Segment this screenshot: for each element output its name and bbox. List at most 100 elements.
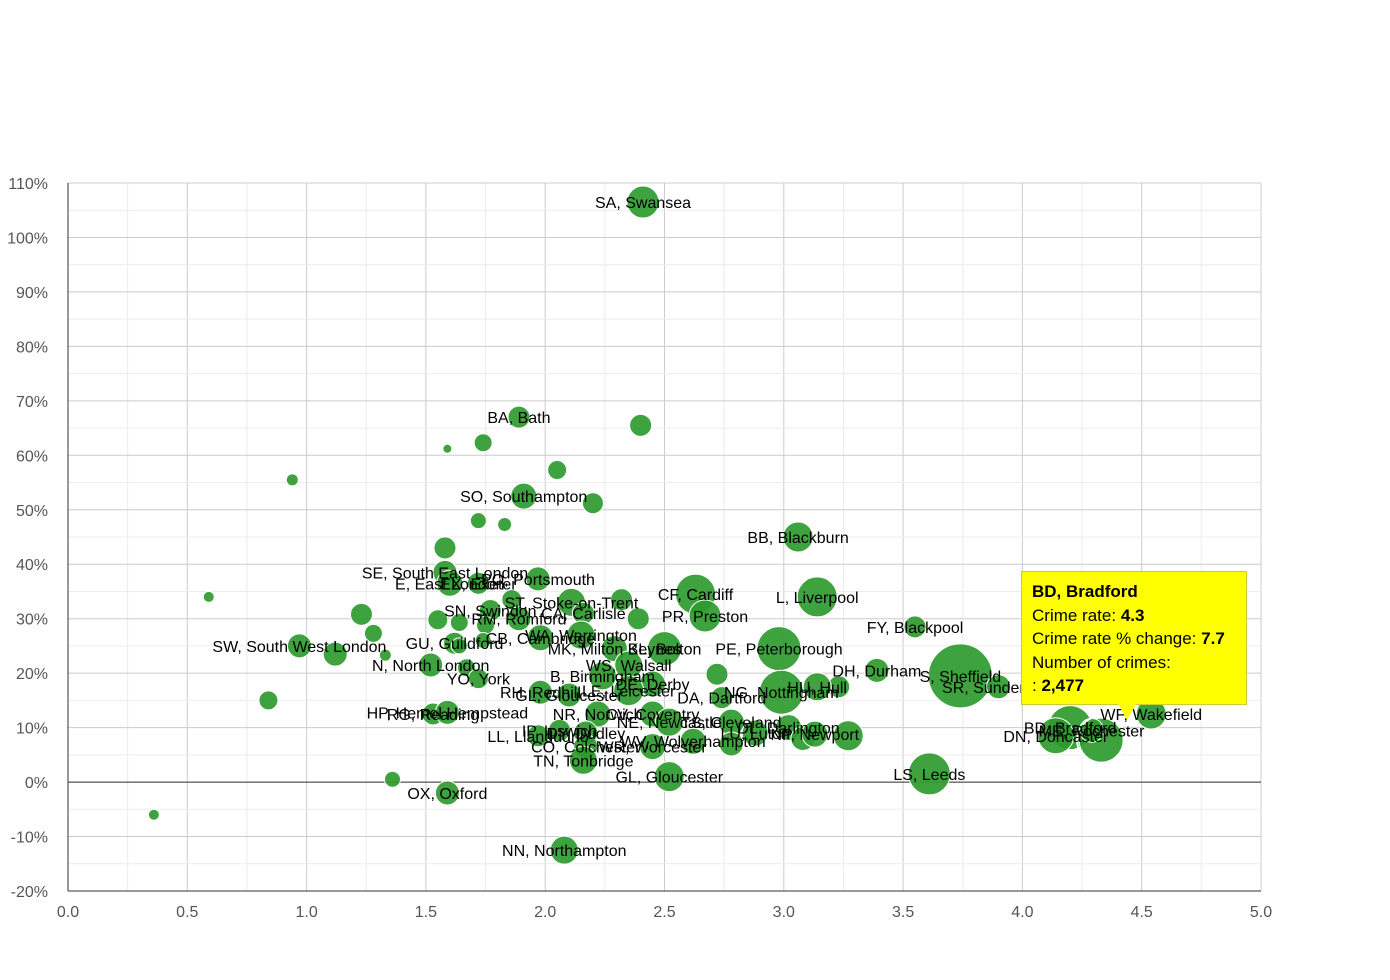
x-tick-label: 2.5 (653, 904, 675, 921)
y-tick-label: 20% (16, 666, 48, 683)
bubble (705, 662, 729, 686)
x-tick-label: 3.5 (892, 904, 914, 921)
bubble-label: L, Liverpool (776, 590, 859, 607)
bubble (474, 631, 492, 649)
bubble (466, 571, 490, 595)
x-tick-label: 1.5 (415, 904, 437, 921)
bubble (450, 637, 468, 655)
bubble-label: HU, Hull (787, 680, 847, 697)
bubble (202, 590, 215, 603)
bubble (647, 631, 682, 667)
bubble (286, 633, 312, 659)
tooltip-crime-rate-label: Crime rate: (1032, 605, 1117, 625)
y-tick-label: -20% (11, 884, 48, 901)
bubble-label: NR, Norwich (553, 707, 643, 724)
bubble-highlight-ring (1076, 715, 1127, 766)
bubble (349, 602, 373, 626)
bubble (527, 679, 553, 705)
bubble (449, 613, 469, 633)
bubble-label: OX, Oxford (407, 786, 487, 803)
x-tick-label: 2.0 (534, 904, 556, 921)
bubble (258, 690, 279, 711)
bubble-label: FY, Blackpool (867, 620, 964, 637)
bubble-label: TS, Cleveland (681, 715, 782, 732)
bubble (907, 752, 951, 796)
bubble-label: BB, Blackburn (747, 530, 848, 547)
bubble (549, 835, 579, 865)
bubble-label: NN, Northampton (502, 843, 627, 860)
bubble (639, 733, 667, 761)
x-tick-label: 3.0 (773, 904, 795, 921)
bubble (679, 727, 707, 755)
bubble-label: N, North London (372, 658, 489, 675)
bubble-label: SE, South East London (362, 565, 528, 582)
bubble (796, 576, 838, 618)
tooltip-change-value: 7.7 (1201, 629, 1225, 648)
bubble-label: BD, Bradford (1024, 721, 1116, 738)
bubble-label: PR, Preston (662, 609, 748, 626)
bubble (610, 588, 634, 612)
bubble (510, 482, 538, 510)
bubble-label: PE, Peterborough (715, 642, 842, 659)
bubble-label: LE, Leicester (582, 684, 676, 701)
bubble (378, 648, 392, 662)
y-tick-label: 60% (16, 448, 48, 465)
bubble-label: WA, Warrington (525, 628, 637, 645)
bubble (653, 761, 685, 793)
bubble (654, 707, 684, 737)
bubble (469, 512, 487, 530)
bubble (581, 492, 604, 515)
bubble (547, 460, 568, 481)
bubble-label: YO, York (447, 672, 511, 689)
bubble (741, 719, 769, 747)
bubble (467, 668, 489, 690)
label-layer: SA, Swansea BA, Bath SO, Southampton BB, Bl… (212, 195, 1202, 860)
bubble (566, 620, 596, 650)
axis-layer: 0.0 0.5 1.0 1.5 2.0 2.5 3.0 3.5 4.0 4.5 5.0 110% 100… (7, 176, 1272, 921)
y-tick-label: 40% (16, 557, 48, 574)
tooltip-count-prefix: : (1032, 676, 1037, 695)
bubble-label: GL, Gloucester (615, 770, 723, 787)
y-tick-label: 80% (16, 339, 48, 356)
y-tick-label: 0% (25, 775, 48, 792)
bubble (782, 521, 814, 553)
bubble (322, 641, 348, 667)
bubble-label: CV, Coventry (606, 707, 700, 724)
bubble-label: MK, Milton Keynes (548, 642, 681, 659)
bubble-label: B, Birmingham (550, 669, 655, 686)
bubble (285, 473, 299, 487)
bubble-label: SW, South West London (212, 639, 386, 656)
bubble-label: LU, Luton (720, 726, 789, 743)
bubble-label: ME, Rochester (1039, 723, 1145, 740)
bubble-label: WR, Worcester (598, 740, 707, 757)
y-tick-label: 10% (16, 721, 48, 738)
bubble-label: TN, Tonbridge (533, 753, 633, 770)
bubble-label: SN, Swindon (444, 604, 537, 621)
bubble-label: DL, Darlington (737, 721, 839, 738)
bubble (986, 674, 1012, 700)
bubble-label: DN, Doncaster (1003, 729, 1109, 746)
y-tick-label: 30% (16, 612, 48, 629)
tooltip: BD, Bradford Crime rate: 4.3 Crime rate … (1021, 571, 1247, 705)
bubble-label: CB, Cambridge (486, 631, 595, 648)
bubble-label: DH, Durham (832, 663, 921, 680)
bubble-label: HP, Hemel Hempstead (367, 705, 529, 722)
bubble (626, 607, 650, 631)
bubble-label: RM, Romford (471, 612, 566, 629)
tooltip-arrow (1118, 704, 1136, 720)
bubble (363, 623, 383, 643)
tooltip-count-label: Number of crimes: (1032, 652, 1171, 672)
bubble (568, 745, 598, 775)
bubble (832, 720, 864, 752)
y-tick-label: -10% (11, 830, 48, 847)
bubble-label: GL, Gloucester (515, 688, 623, 705)
bubble (526, 724, 550, 748)
bubble-label: IP, Ipswich (522, 723, 597, 740)
bubble (688, 599, 722, 633)
tooltip-count-value: 2,477 (1041, 676, 1085, 695)
x-tick-label: 0.5 (176, 904, 198, 921)
bubble-label: CF, Cardiff (658, 587, 734, 604)
x-tick-label: 1.0 (295, 904, 317, 921)
bubble-label: BL, Bolton (628, 642, 702, 659)
